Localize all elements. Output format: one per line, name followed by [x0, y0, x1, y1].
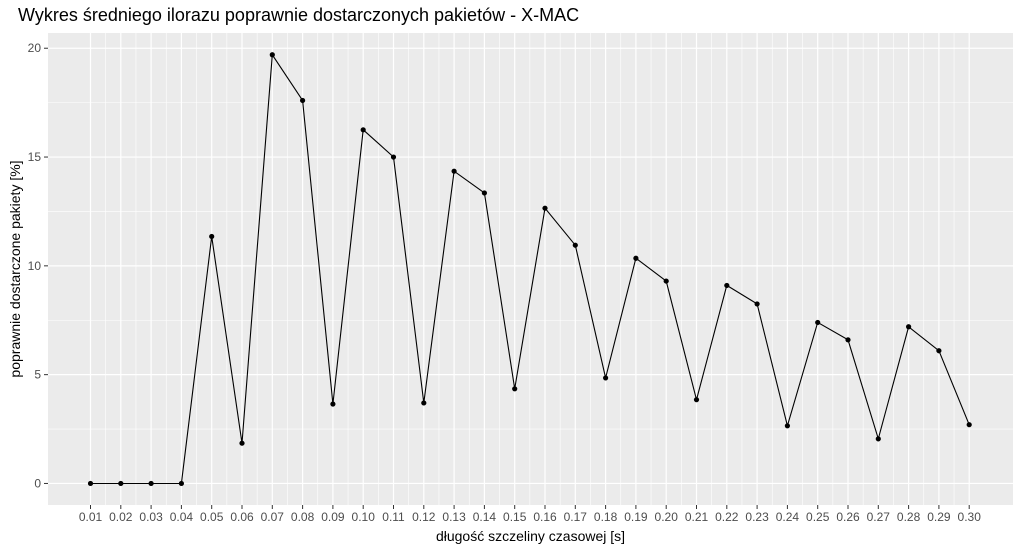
data-point [815, 319, 821, 326]
data-point [360, 127, 366, 133]
data-point [875, 436, 881, 442]
data-point [754, 301, 760, 307]
x-tick-label: 0.09 [321, 510, 345, 524]
y-axis: 0 5 10 15 20 [28, 41, 48, 490]
series-line-group [90, 53, 970, 485]
x-tick-label: 0.06 [230, 510, 254, 524]
x-tick-label: 0.12 [412, 510, 436, 524]
data-point [784, 423, 791, 429]
x-axis: 0.01 0.02 0.03 0.04 0.05 0.06 0.07 0.08 0.09 0.10… [79, 505, 981, 524]
x-tick-label: 0.17 [564, 510, 588, 524]
x-tick-label: 0.19 [624, 510, 648, 524]
data-point [633, 255, 639, 261]
series-line [90, 53, 970, 485]
data-point [542, 205, 548, 211]
x-tick-label: 0.20 [655, 510, 679, 524]
grid-minor [48, 33, 1013, 505]
x-axis-title: długość szczeliny czasowej [s] [436, 528, 625, 544]
data-point [906, 324, 912, 330]
x-tick-label: 0.14 [473, 510, 497, 524]
data-point [603, 375, 609, 381]
data-point [572, 242, 578, 248]
data-point [481, 190, 487, 196]
chart-title: Wykres średniego ilorazu poprawnie dosta… [18, 5, 580, 25]
x-tick-label: 0.21 [685, 510, 709, 524]
x-tick-label: 0.08 [291, 510, 315, 524]
x-tick-label: 0.29 [927, 510, 951, 524]
data-point [693, 397, 700, 403]
data-point [390, 154, 397, 160]
data-point [87, 480, 94, 487]
y-tick-label: 10 [28, 259, 42, 273]
x-tick-label: 0.28 [897, 510, 921, 524]
data-point [512, 386, 518, 392]
x-tick-label: 0.01 [79, 510, 103, 524]
data-point [300, 97, 306, 104]
x-tick-label: 0.11 [382, 510, 405, 524]
x-tick-label: 0.03 [139, 510, 163, 524]
data-point [269, 52, 275, 58]
y-axis-title: poprawnie dostarczone pakiety [%] [7, 160, 23, 377]
data-point [239, 440, 245, 446]
x-tick-label: 0.15 [503, 510, 527, 524]
y-tick-label: 5 [34, 368, 41, 382]
data-point [178, 480, 184, 487]
data-point [148, 480, 154, 487]
data-point [118, 480, 124, 487]
data-point [663, 278, 669, 284]
x-tick-label: 0.25 [806, 510, 830, 524]
x-tick-label: 0.10 [352, 510, 376, 524]
x-tick-label: 0.02 [109, 510, 133, 524]
x-tick-label: 0.23 [745, 510, 769, 524]
x-tick-label: 0.18 [594, 510, 618, 524]
data-point [421, 400, 427, 406]
x-tick-label: 0.16 [533, 510, 557, 524]
data-point [209, 233, 215, 240]
x-tick-label: 0.07 [261, 510, 285, 524]
series-points-group [87, 52, 972, 487]
x-tick-label: 0.22 [715, 510, 739, 524]
y-tick-label: 0 [34, 476, 41, 490]
data-point [936, 348, 942, 354]
x-tick-label: 0.27 [867, 510, 891, 524]
x-tick-label: 0.30 [958, 510, 982, 524]
plot-panel [48, 33, 1013, 505]
y-tick-label: 15 [28, 150, 42, 164]
grid-major [48, 33, 1013, 505]
x-tick-label: 0.26 [836, 510, 860, 524]
data-point [966, 422, 972, 428]
x-tick-label: 0.13 [442, 510, 466, 524]
data-point [724, 282, 730, 289]
y-tick-label: 20 [28, 41, 42, 55]
data-point [451, 168, 457, 174]
data-point [330, 401, 336, 407]
x-tick-label: 0.05 [200, 510, 224, 524]
x-tick-label: 0.04 [170, 510, 194, 524]
data-point [845, 337, 851, 343]
x-tick-label: 0.24 [776, 510, 800, 524]
